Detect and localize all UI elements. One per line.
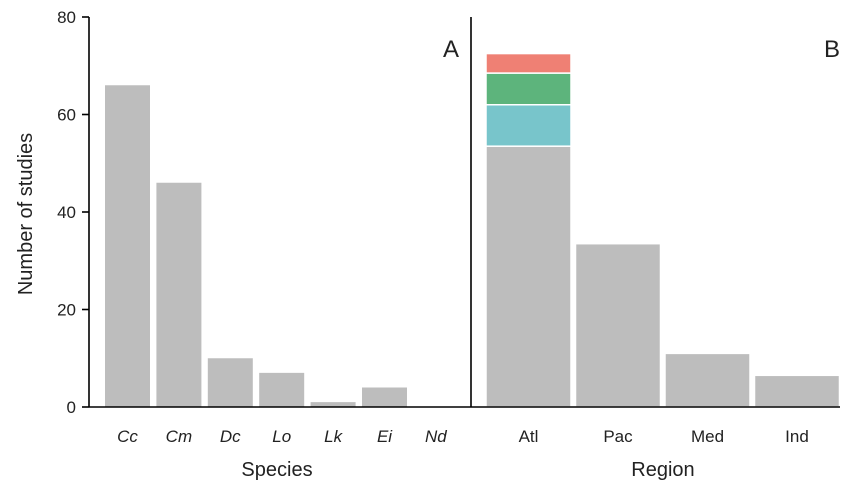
x-ticks-b: Atl Pac Med Ind xyxy=(519,427,809,446)
y-tick-label: 80 xyxy=(57,8,76,27)
x-tick-label: Atl xyxy=(519,427,539,446)
bar-ind-segment-0 xyxy=(753,374,841,408)
y-tick-label: 60 xyxy=(57,106,76,125)
axes xyxy=(88,17,840,408)
y-tick-label: 20 xyxy=(57,301,76,320)
bars-b xyxy=(485,52,841,408)
bars-a xyxy=(105,85,407,407)
x-tick-label: Nd xyxy=(425,427,447,446)
x-ticks-a: Cc Cm Dc Lo Lk Ei Nd xyxy=(117,427,447,446)
x-tick-label: Cm xyxy=(166,427,192,446)
panel-b: Atl Pac Med Ind B Region xyxy=(485,36,841,481)
y-axis-label: Number of studies xyxy=(15,133,37,295)
bar-cm xyxy=(156,182,202,407)
bar-atl-segment-0 xyxy=(485,145,572,408)
bar-lk xyxy=(310,402,356,407)
panel-label-a: A xyxy=(443,36,459,63)
bar-pac-segment-0 xyxy=(574,242,662,408)
x-axis-label-b: Region xyxy=(631,459,694,481)
bar-atl-segment-2 xyxy=(485,72,572,106)
x-tick-label: Med xyxy=(691,427,724,446)
panel-label-b: B xyxy=(824,36,840,63)
bar-dc xyxy=(207,358,253,407)
x-tick-label: Lk xyxy=(324,427,343,446)
bar-lo xyxy=(259,372,305,407)
bar-atl-segment-1 xyxy=(485,104,572,147)
x-tick-label: Lo xyxy=(272,427,291,446)
x-tick-label: Ind xyxy=(785,427,809,446)
bar-ei xyxy=(362,387,407,407)
y-ticks: 0 20 40 60 80 xyxy=(57,8,89,417)
y-tick-label: 0 xyxy=(67,398,76,417)
panel-a: Cc Cm Dc Lo Lk Ei Nd 0 20 40 60 80 A Species Numbe… xyxy=(15,8,459,481)
x-tick-label: Cc xyxy=(117,427,138,446)
x-tick-label: Dc xyxy=(220,427,241,446)
bar-atl-segment-3 xyxy=(485,52,572,74)
bar-cc xyxy=(105,85,150,407)
x-tick-label: Pac xyxy=(603,427,633,446)
x-tick-label: Ei xyxy=(377,427,393,446)
y-tick-label: 40 xyxy=(57,203,76,222)
x-axis-label-a: Species xyxy=(241,459,312,481)
bar-med-segment-0 xyxy=(664,352,751,408)
